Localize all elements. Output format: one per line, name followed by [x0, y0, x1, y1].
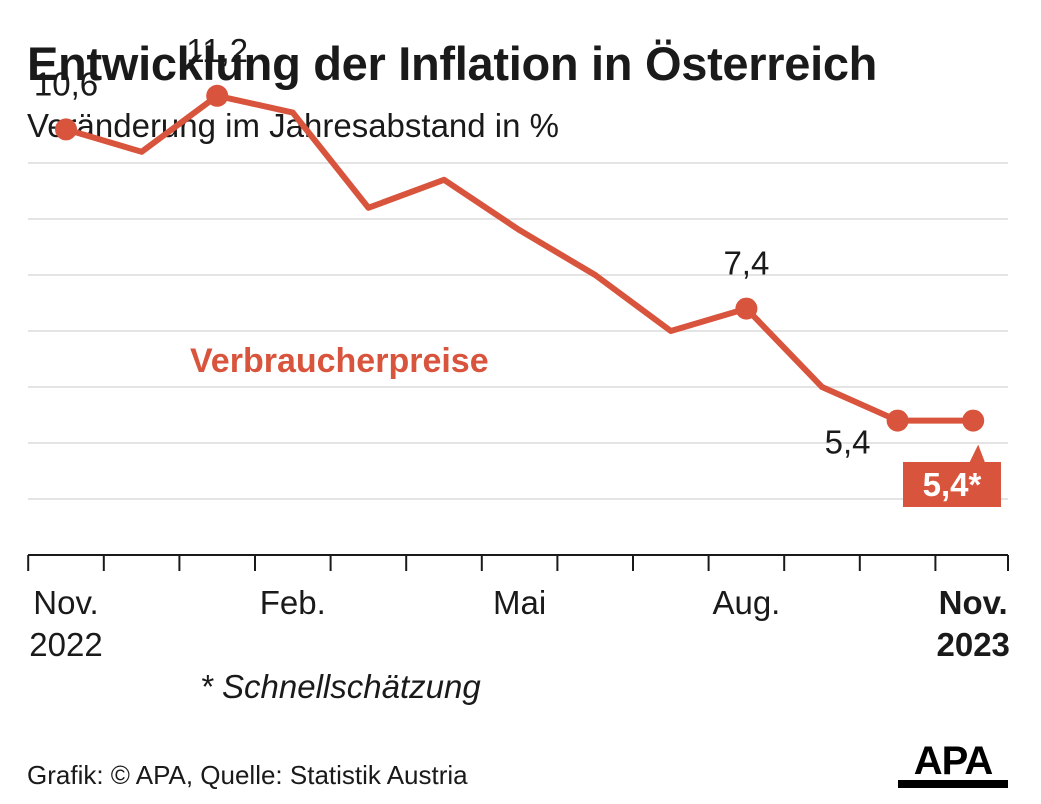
- data-label: 7,4: [723, 245, 769, 282]
- apa-logo-bar: [898, 780, 1008, 788]
- x-tick-label-year: 2022: [29, 626, 102, 663]
- data-point-marker: [206, 84, 229, 107]
- data-point-marker: [55, 118, 77, 141]
- data-point-marker: [962, 409, 985, 432]
- series-label-verbraucherpreise: Verbraucherpreise: [190, 342, 489, 380]
- apa-logo: APA: [898, 741, 1008, 789]
- data-label: 11,2: [186, 32, 248, 69]
- data-point-marker: [735, 297, 758, 320]
- source-credit: Grafik: © APA, Quelle: Statistik Austria: [27, 760, 468, 790]
- apa-logo-text: APA: [913, 739, 993, 783]
- callout-pointer: [969, 444, 986, 463]
- x-tick-label: Feb.: [260, 584, 326, 621]
- x-tick-label: Nov.: [33, 584, 98, 621]
- data-point-marker: [886, 409, 909, 432]
- callout-box: [903, 462, 1001, 507]
- x-tick-label-year: 2023: [936, 626, 1009, 663]
- data-label: 5,4: [825, 424, 871, 461]
- data-label: 10,6: [34, 65, 98, 102]
- footnote: * Schnellschätzung: [200, 668, 481, 705]
- data-label-highlight: 5,4*: [923, 466, 982, 503]
- x-tick-label: Mai: [493, 584, 546, 621]
- chart-title: Entwicklung der Inflation in Österreich: [27, 37, 878, 90]
- x-tick-label: Nov.: [939, 584, 1008, 621]
- x-tick-label: Aug.: [712, 584, 780, 621]
